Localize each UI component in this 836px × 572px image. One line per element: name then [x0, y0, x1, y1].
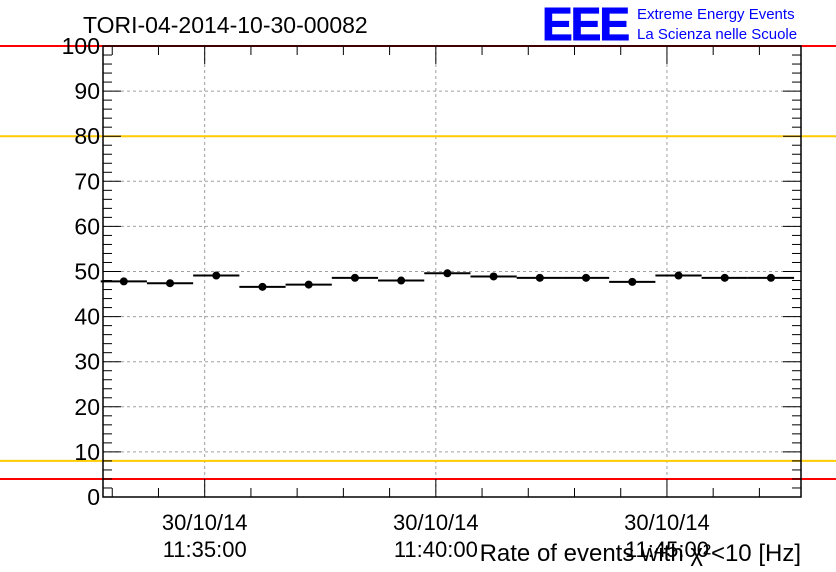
y-tick-label: 80 [74, 123, 100, 149]
y-tick-label: 90 [74, 78, 100, 104]
text-layer: 010203040506070809010030/10/1411:35:0030… [62, 33, 710, 562]
reference-lines [0, 45, 836, 480]
y-tick-label: 20 [74, 394, 100, 420]
data-point [212, 271, 221, 280]
data-point [258, 282, 267, 291]
data-point [766, 273, 775, 282]
axis-layer [102, 45, 802, 498]
data-point [443, 269, 452, 278]
y-tick-label: 60 [74, 213, 100, 239]
x-tick-label-date: 30/10/14 [393, 510, 479, 535]
logo-line-2: La Scienza nelle Scuole [637, 26, 797, 43]
y-tick-label: 10 [74, 439, 100, 465]
data-layer [100, 269, 795, 291]
x-tick-label-time: 11:35:00 [163, 537, 247, 562]
data-point [582, 273, 591, 282]
eee-logo: EEE Extreme Energy Events La Scienza nel… [542, 0, 798, 51]
x-tick-label-time: 11:45:00 [625, 537, 709, 562]
data-point [397, 276, 406, 285]
logo-mark: EEE [542, 0, 628, 50]
y-tick-label: 30 [74, 349, 100, 375]
data-point [304, 280, 313, 289]
x-tick-label-date: 30/10/14 [162, 510, 248, 535]
x-tick-label-date: 30/10/14 [624, 510, 710, 535]
grid-layer [103, 46, 801, 497]
y-tick-label: 40 [74, 304, 100, 330]
data-point [119, 277, 128, 286]
y-tick-label: 0 [87, 484, 100, 510]
data-point [166, 279, 175, 288]
x-tick-label-time: 11:40:00 [394, 537, 478, 562]
x-axis-label: Rate of events with χ²<10 [Hz] [480, 540, 801, 567]
data-point [628, 277, 637, 286]
data-point [350, 273, 359, 282]
data-point [674, 271, 683, 280]
data-point [535, 273, 544, 282]
logo-line-1: Extreme Energy Events [637, 6, 795, 23]
y-tick-label: 50 [74, 259, 100, 285]
data-point [720, 273, 729, 282]
data-point [489, 272, 498, 281]
y-tick-label: 100 [62, 33, 100, 59]
chart-title: TORI-04-2014-10-30-00082 [83, 12, 368, 38]
y-tick-label: 70 [74, 168, 100, 194]
